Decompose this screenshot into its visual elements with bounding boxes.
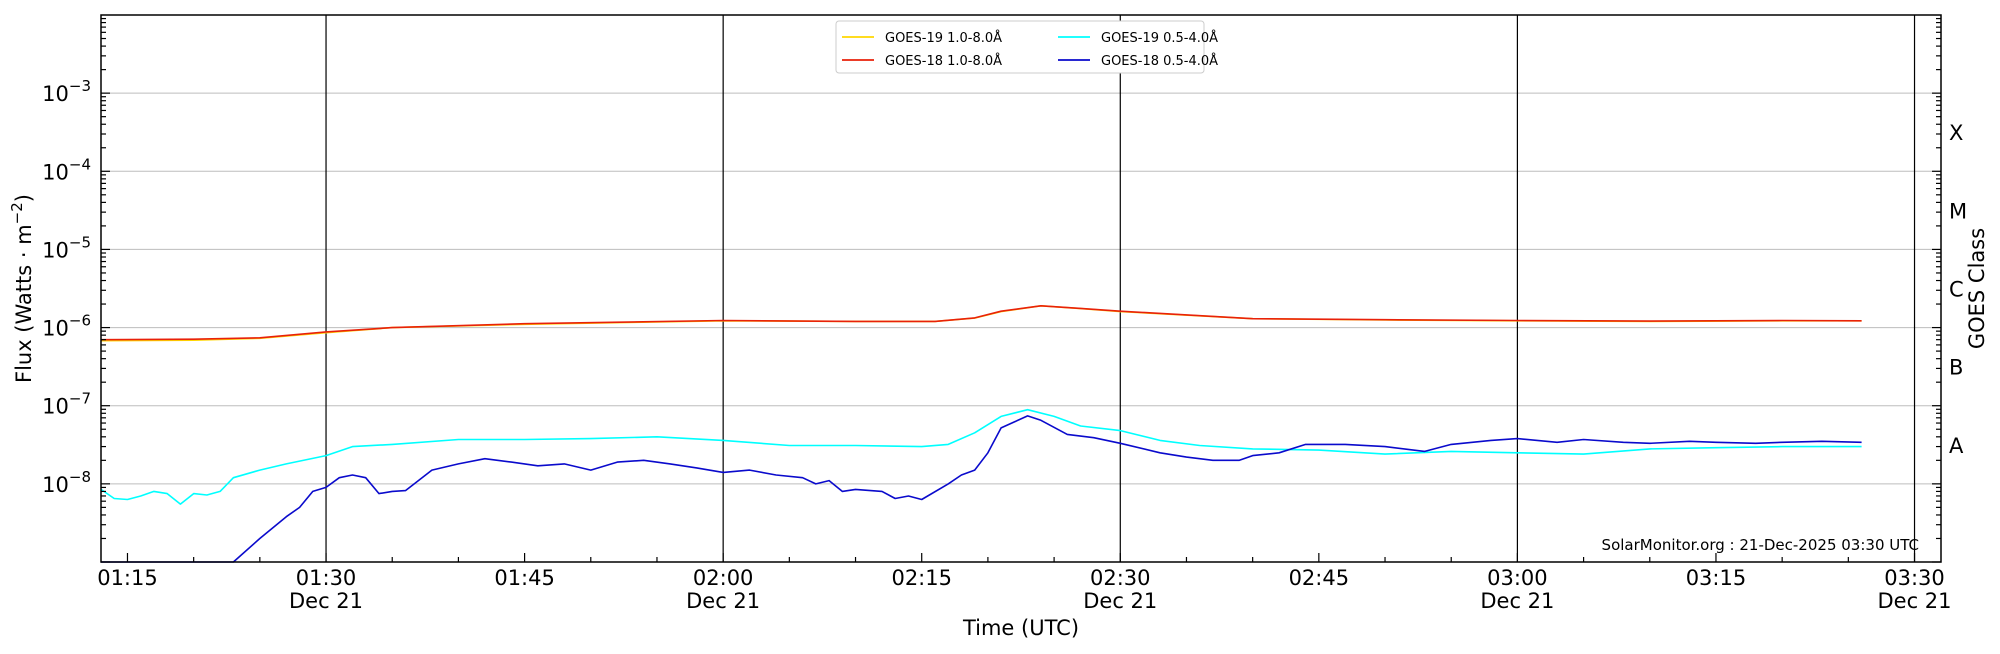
- goes-class-label: M: [1949, 199, 1967, 223]
- plot-frame: [100, 14, 1942, 563]
- x-tick-date-label: Dec 21: [1480, 589, 1554, 613]
- x-tick-date-label: Dec 21: [1083, 589, 1157, 613]
- goes-class-label: C: [1949, 278, 1964, 302]
- x-tick-date-label: Dec 21: [686, 589, 760, 613]
- x-axis-title: Time (UTC): [962, 616, 1079, 640]
- x-tick-label: 03:15: [1686, 566, 1747, 590]
- series-line: [100, 408, 1862, 505]
- x-tick-date-label: Dec 21: [1878, 589, 1952, 613]
- goes-class-label: X: [1949, 121, 1963, 145]
- y-axis-title: Flux (Watts · m−2): [8, 194, 36, 383]
- axis-ticks: [101, 17, 1941, 563]
- goes-class-label: B: [1949, 356, 1963, 380]
- legend-box: [835, 20, 1205, 74]
- goes-class-label: A: [1949, 434, 1964, 458]
- x-tick-label: 02:45: [1289, 566, 1350, 590]
- x-tick-label: 02:30: [1090, 566, 1151, 590]
- y2-axis-title: GOES Class: [1965, 228, 1989, 349]
- series-line: [100, 305, 1862, 341]
- credit-text: SolarMonitor.org : 21-Dec-2025 03:30 UTC: [1602, 536, 1919, 554]
- y-tick-label: 10−3: [42, 77, 91, 106]
- legend-label: GOES-19 0.5-4.0Å: [1101, 30, 1218, 46]
- vertical-day-lines: [325, 15, 1916, 562]
- legend-label: GOES-18 0.5-4.0Å: [1101, 53, 1218, 69]
- x-tick-label: 01:15: [97, 566, 158, 590]
- x-tick-date-label: Dec 21: [289, 589, 363, 613]
- legend: GOES-19 1.0-8.0Å GOES-18 1.0-8.0Å GOES-19 …: [835, 20, 1218, 74]
- x-tick-label: 01:45: [494, 566, 555, 590]
- y-tick-label: 10−5: [42, 233, 91, 262]
- x-tick-label: 02:15: [891, 566, 952, 590]
- y-tick-label: 10−4: [42, 155, 91, 184]
- x-tick-label: 03:30: [1884, 566, 1945, 590]
- y-tick-label: 10−8: [42, 468, 91, 497]
- x-tick-label: 01:30: [296, 566, 357, 590]
- legend-label: GOES-19 1.0-8.0Å: [885, 30, 1002, 46]
- series-lines: [100, 305, 1862, 563]
- series-line: [101, 415, 1862, 563]
- legend-label: GOES-18 1.0-8.0Å: [885, 53, 1002, 69]
- x-tick-label: 03:00: [1487, 566, 1548, 590]
- y-tick-label: 10−6: [42, 312, 91, 341]
- y-tick-label: 10−7: [42, 390, 91, 419]
- x-tick-label: 02:00: [693, 566, 754, 590]
